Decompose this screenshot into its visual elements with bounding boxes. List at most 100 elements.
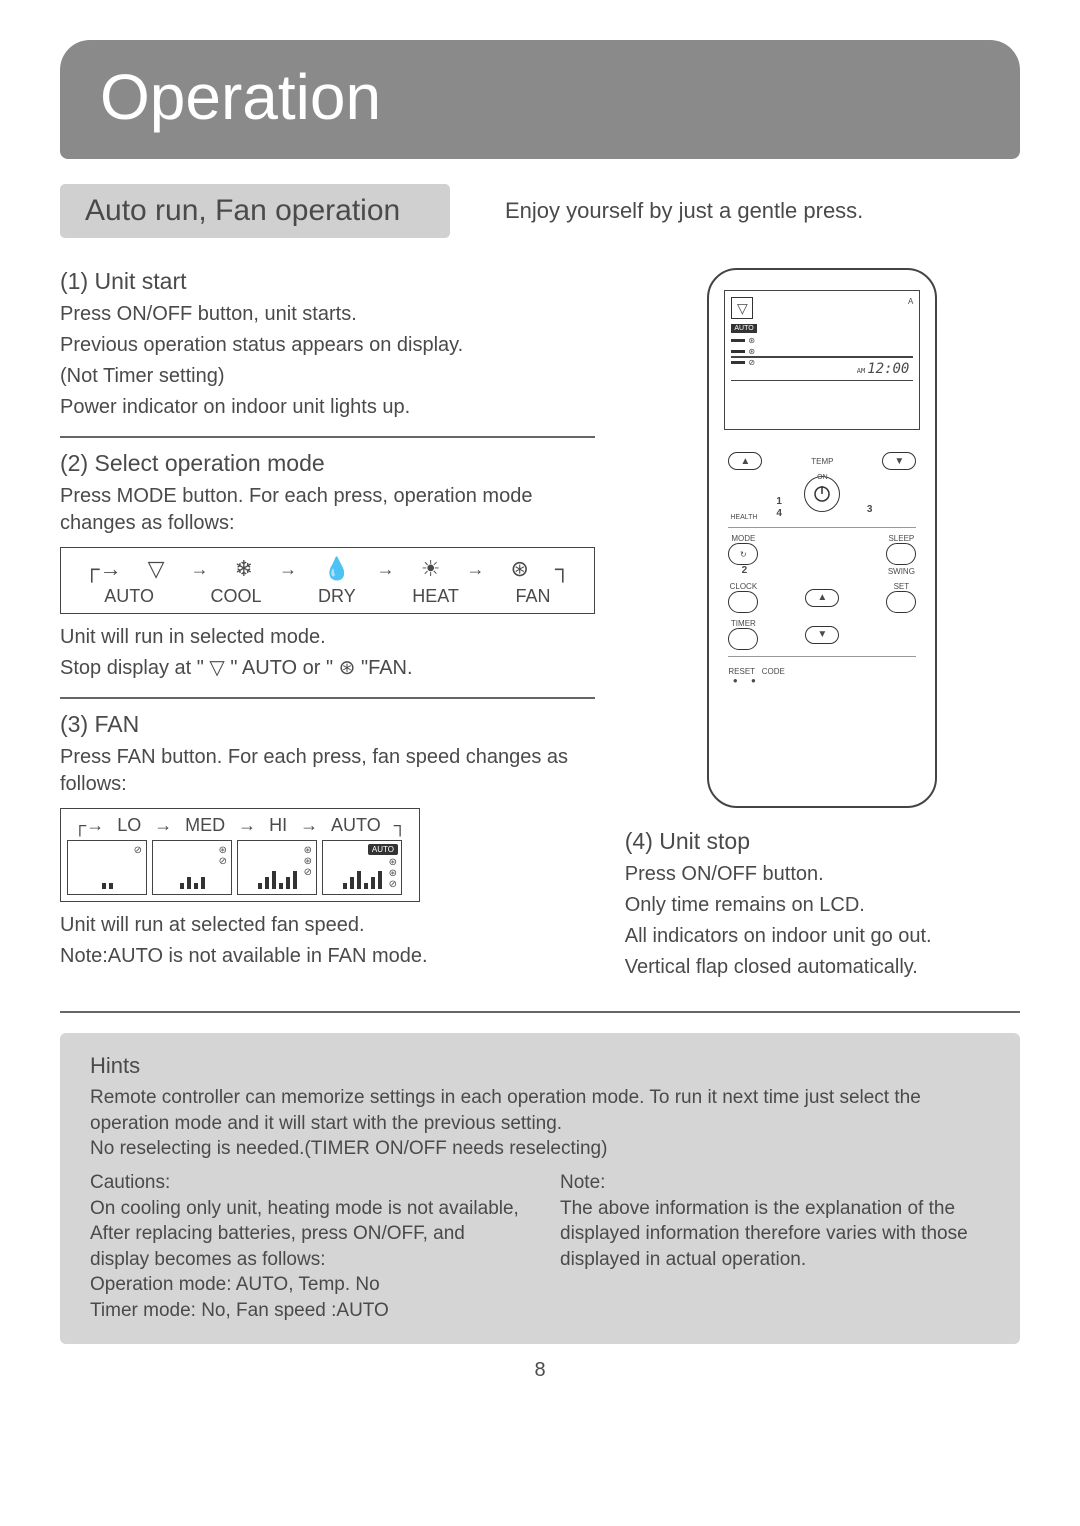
heat-icon: ☀ <box>421 556 441 582</box>
cautions-column: Cautions: On cooling only unit, heating … <box>90 1170 520 1324</box>
divider <box>60 436 595 438</box>
mode-label: DRY <box>318 586 356 607</box>
auto-icon: ▽ <box>731 297 753 319</box>
subtitle: Auto run, Fan operation <box>85 194 425 228</box>
mode-button: ↻ <box>728 543 758 565</box>
cautions-heading: Cautions: <box>90 1170 520 1196</box>
note-column: Note: The above information is the expla… <box>560 1170 990 1324</box>
timer-label: TIMER <box>728 619 758 628</box>
timer-button <box>728 628 758 650</box>
text: Note:AUTO is not available in FAN mode. <box>60 943 595 970</box>
text: Stop display at " ▽ " AUTO or " ⊛ "FAN. <box>60 655 595 682</box>
auto-icon: ▽ <box>148 556 165 582</box>
sleep-button <box>886 543 916 565</box>
clock-time: 12:00 <box>867 361 909 377</box>
mode-label: AUTO <box>104 586 154 607</box>
text: All indicators on indoor unit go out. <box>625 923 1020 950</box>
swing-label: SWING <box>886 567 916 576</box>
reset-row: RESET CODE ● ● <box>728 667 916 685</box>
mode-cycle-diagram: ┌→ ▽ → ❄ → 💧 → ☀ → ⊛ ┐ AUTO COOL <box>60 547 595 614</box>
clock-button <box>728 591 758 613</box>
code-label: CODE <box>762 667 785 676</box>
auto-icon: ▽ <box>209 657 224 679</box>
fan-cycle-diagram: ┌→ LO → MED → HI → AUTO ┐ ⊘ <box>60 808 420 902</box>
subtitle-row: Auto run, Fan operation Enjoy yourself b… <box>60 184 1020 238</box>
fan-speed-box-hi: ⊛⊛⊘ <box>237 840 317 895</box>
heading-4: (4) Unit stop <box>625 828 1020 855</box>
arrow-icon: → <box>238 815 256 836</box>
arrow-icon: → <box>466 559 484 580</box>
auto-badge: AUTO <box>368 844 398 855</box>
auto-badge: AUTO <box>731 324 756 333</box>
hints-heading: Hints <box>90 1053 990 1079</box>
section-fan: (3) FAN Press FAN button. For each press… <box>60 711 595 970</box>
down-button: ▼ <box>805 626 839 644</box>
remote-controller-diagram: ▽ AUTO ⊛ ⊛ ⊘ A AM12:00 <box>707 268 937 808</box>
section-select-mode: (2) Select operation mode Press MODE but… <box>60 450 595 682</box>
mode-label: FAN <box>515 586 550 607</box>
temp-up-button: ▲ <box>728 452 762 470</box>
heading-3: (3) FAN <box>60 711 595 738</box>
reset-label: RESET <box>728 667 755 676</box>
arrow-icon: → <box>154 815 172 836</box>
divider <box>60 1011 1020 1013</box>
text: The above information is the explanation… <box>560 1196 990 1273</box>
fan-icon: ⊛ <box>339 657 356 679</box>
temp-down-button: ▼ <box>882 452 916 470</box>
am-label: AM <box>857 367 865 375</box>
text: (Not Timer setting) <box>60 363 595 390</box>
page-number: 8 <box>60 1359 1020 1382</box>
text: Press MODE button. For each press, opera… <box>60 483 595 537</box>
text: Only time remains on LCD. <box>625 892 1020 919</box>
tagline: Enjoy yourself by just a gentle press. <box>505 198 863 224</box>
page-title: Operation <box>100 60 980 134</box>
text: After replacing batteries, press ON/OFF,… <box>90 1221 520 1272</box>
text: Press ON/OFF button, unit starts. <box>60 301 595 328</box>
cool-icon: ❄ <box>235 556 253 582</box>
heading-2: (2) Select operation mode <box>60 450 595 477</box>
mode-label: MODE <box>728 534 758 543</box>
text: Operation mode: AUTO, Temp. No <box>90 1272 520 1298</box>
fan-speed-box-lo: ⊘ <box>67 840 147 895</box>
text: Remote controller can memorize settings … <box>90 1085 990 1136</box>
on-label: ON <box>817 474 828 481</box>
text: Stop display at " <box>60 657 209 679</box>
speed-label: LO <box>117 815 141 836</box>
text: Previous operation status appears on dis… <box>60 332 595 359</box>
speed-label: MED <box>185 815 225 836</box>
subtitle-banner: Auto run, Fan operation <box>60 184 450 238</box>
text: Vertical flap closed automatically. <box>625 954 1020 981</box>
arrow-icon: → <box>300 815 318 836</box>
arrow-icon: → <box>279 559 297 580</box>
fan-icon: ⊛ <box>511 556 529 582</box>
clock-label: CLOCK <box>728 582 758 591</box>
text: On cooling only unit, heating mode is no… <box>90 1196 520 1222</box>
text: Timer mode: No, Fan speed :AUTO <box>90 1298 520 1324</box>
speed-label: AUTO <box>331 815 381 836</box>
heading-1: (1) Unit start <box>60 268 595 295</box>
text: Press ON/OFF button. <box>625 861 1020 888</box>
dry-icon: 💧 <box>323 556 350 582</box>
mode-label: HEAT <box>412 586 459 607</box>
hints-box: Hints Remote controller can memorize set… <box>60 1033 1020 1344</box>
text: Power indicator on indoor unit lights up… <box>60 394 595 421</box>
up-button: ▲ <box>805 589 839 607</box>
fan-speed-box-auto: AUTO ⊛⊛⊘ <box>322 840 402 895</box>
title-banner: Operation <box>60 40 1020 159</box>
cycle-arrow-icon: ┌→ <box>73 815 104 836</box>
set-button <box>886 591 916 613</box>
text: "FAN. <box>361 657 413 679</box>
cycle-arrow-icon: ┌→ <box>84 556 122 582</box>
fan-bars-icon: ⊛ ⊛ ⊘ <box>731 336 781 367</box>
arrow-icon: → <box>191 559 209 580</box>
power-button <box>804 476 840 512</box>
fan-speed-box-med: ⊛⊘ <box>152 840 232 895</box>
sleep-label: SLEEP <box>886 534 916 543</box>
speed-label: HI <box>269 815 287 836</box>
divider <box>60 697 595 699</box>
set-label: SET <box>886 582 916 591</box>
text: Unit will run in selected mode. <box>60 624 595 651</box>
note-heading: Note: <box>560 1170 990 1196</box>
mode-label: COOL <box>210 586 261 607</box>
text: Unit will run at selected fan speed. <box>60 912 595 939</box>
